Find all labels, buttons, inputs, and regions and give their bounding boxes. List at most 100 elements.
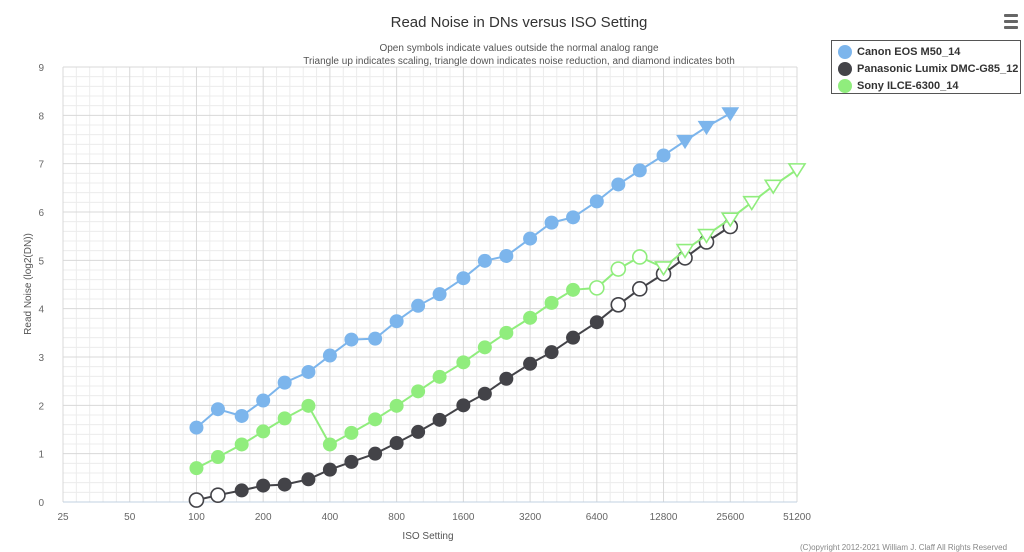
data-point-marker [523, 310, 538, 325]
data-point-marker [544, 295, 559, 310]
data-point-marker [589, 194, 604, 209]
data-point-marker [344, 332, 359, 347]
data-point-marker [589, 315, 604, 330]
legend: Canon EOS M50_14 Panasonic Lumix DMC-G85… [831, 40, 1021, 94]
data-point-marker [344, 425, 359, 440]
chart-subtitle-line-1: Open symbols indicate values outside the… [379, 43, 658, 54]
data-point-marker [234, 408, 249, 423]
legend-item-canon[interactable]: Canon EOS M50_14 [838, 43, 1014, 60]
x-tick-label: 51200 [783, 512, 811, 523]
data-point-marker [256, 478, 271, 493]
x-tick-label: 400 [322, 512, 339, 523]
data-point-marker [301, 472, 316, 487]
hamburger-menu-icon-bar [1004, 14, 1018, 17]
data-point-marker [721, 107, 740, 122]
y-axis-title: Read Noise (log2(DN)) [23, 233, 34, 335]
data-point-marker [301, 398, 316, 413]
chart-subtitle-line-2: Triangle up indicates scaling, triangle … [303, 56, 735, 67]
data-point-marker [188, 492, 205, 508]
y-tick-label: 0 [38, 498, 44, 509]
major-gridlines [62, 66, 798, 503]
data-point-marker [189, 420, 204, 435]
y-tick-label: 8 [38, 111, 44, 122]
data-point-marker [210, 487, 226, 504]
data-point-marker [368, 331, 383, 346]
data-point-marker [277, 375, 292, 390]
y-tick-label: 3 [38, 353, 44, 364]
data-point-marker [654, 261, 673, 277]
data-point-marker [389, 314, 404, 329]
series-line [196, 168, 798, 470]
data-point-marker [456, 355, 471, 370]
data-point-marker [389, 436, 404, 451]
x-tick-label: 12800 [650, 512, 678, 523]
x-tick-label: 1600 [452, 512, 475, 523]
data-point-marker [787, 163, 807, 179]
data-point-marker [566, 282, 581, 297]
data-point-marker [499, 371, 514, 386]
data-point-marker [368, 412, 383, 427]
data-point-marker [256, 393, 271, 408]
data-point-marker [277, 411, 292, 426]
data-point-marker [632, 163, 647, 178]
data-point-marker [344, 454, 359, 469]
data-point-marker [610, 296, 627, 313]
data-point-marker [720, 212, 740, 228]
legend-item-sony[interactable]: Sony ILCE-6300_14 [838, 77, 1014, 94]
data-point-marker [477, 253, 492, 268]
data-point-marker [432, 369, 447, 384]
data-point-marker [432, 412, 447, 427]
y-tick-label: 5 [38, 256, 44, 267]
data-point-marker [301, 364, 316, 379]
chart-context-menu-button[interactable] [1002, 14, 1022, 32]
data-point-marker [589, 280, 605, 296]
data-point-marker [631, 249, 648, 265]
x-tick-label: 50 [124, 512, 136, 523]
data-point-marker [277, 477, 292, 492]
data-point-marker [234, 437, 249, 452]
data-point-marker [210, 402, 225, 417]
data-point-marker [322, 437, 337, 452]
series-0 [189, 107, 740, 435]
data-point-marker [411, 384, 426, 399]
data-point-marker [523, 231, 538, 246]
hamburger-menu-icon-bar [1004, 20, 1018, 23]
data-point-marker [763, 179, 783, 195]
data-point-marker [656, 148, 671, 163]
data-point-marker [544, 345, 559, 360]
x-tick-label: 25 [57, 512, 69, 523]
data-point-marker [610, 261, 627, 277]
legend-swatch-canon [838, 44, 852, 59]
y-tick-label: 4 [38, 305, 44, 316]
legend-item-panasonic[interactable]: Panasonic Lumix DMC-G85_12 [838, 60, 1018, 77]
y-tick-label: 1 [38, 450, 44, 461]
data-point-marker [189, 461, 204, 476]
legend-swatch-panasonic [838, 61, 852, 76]
data-point-marker [697, 120, 716, 136]
chart-title: Read Noise in DNs versus ISO Setting [391, 14, 648, 31]
y-tick-label: 6 [38, 208, 44, 219]
data-point-marker [566, 210, 581, 225]
data-point-marker [411, 298, 426, 313]
hamburger-menu-icon-bar [1004, 26, 1018, 29]
data-point-marker [499, 325, 514, 340]
data-point-marker [611, 177, 626, 192]
data-point-marker [697, 228, 716, 244]
x-tick-label: 3200 [519, 512, 542, 523]
minor-gridlines [63, 67, 797, 502]
axes: 25 50 100 200 400 800 1600 3200 6400 12800 25600 51… [38, 63, 811, 523]
legend-label-sony: Sony ILCE-6300_14 [857, 79, 959, 92]
data-point-marker [322, 462, 337, 477]
data-point-marker [631, 281, 648, 297]
x-tick-label: 800 [388, 512, 405, 523]
series-1 [188, 218, 739, 508]
series-layer [188, 107, 807, 508]
legend-label-canon: Canon EOS M50_14 [857, 45, 961, 58]
data-point-marker [477, 386, 492, 401]
data-point-marker [210, 450, 225, 465]
y-tick-label: 9 [38, 63, 44, 74]
data-point-marker [432, 287, 447, 302]
data-point-marker [256, 424, 271, 439]
series-2 [189, 163, 807, 476]
